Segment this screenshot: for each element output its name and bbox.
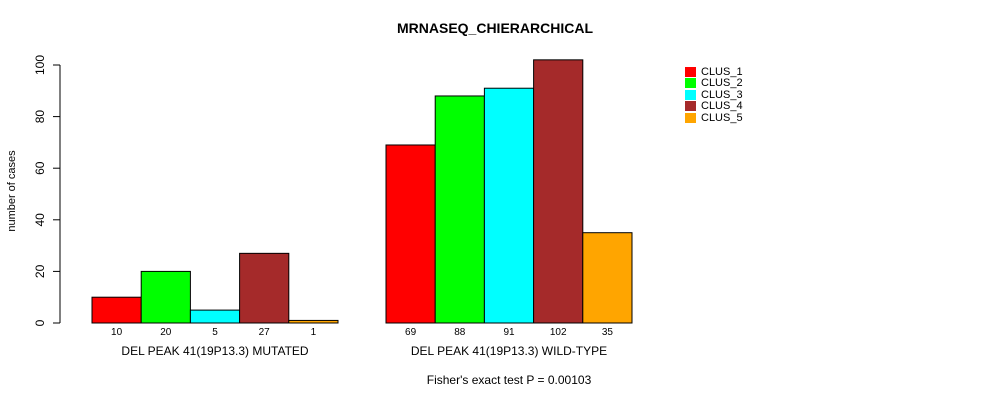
bar-clus-1-group-2 [385,144,436,324]
bar-count-label: 91 [503,327,515,338]
y-tick-label-20: 20 [33,264,47,278]
legend: CLUS_1 CLUS_2 CLUS_3 CLUS_4 CLUS_5 [685,66,743,124]
y-tick-label-80: 80 [33,110,47,124]
bar-clus-3-group-1 [189,309,241,324]
legend-label: CLUS_2 [701,77,743,89]
bar-count-label: 10 [111,327,123,338]
bar-clus-4-group-2 [533,59,584,324]
y-tick-label-40: 40 [33,213,47,227]
legend-swatch-clus-3 [685,89,696,100]
bar-count-label: 5 [212,327,218,338]
bar-clus-5-group-1 [288,319,339,324]
legend-label: CLUS_4 [701,100,743,112]
fisher-test-footnote: Fisher's exact test P = 0.00103 [426,373,592,387]
bar-count-label: 35 [602,327,614,338]
bar-clus-2-group-2 [434,95,485,324]
y-tick-label-60: 60 [33,161,47,175]
group-label-wild-type: DEL PEAK 41(19P13.3) WILD-TYPE [410,344,608,358]
legend-item: CLUS_3 [685,88,743,101]
bar-count-label: 20 [160,327,172,338]
bar-count-label: 102 [550,327,567,338]
bar-clus-4-group-1 [239,252,290,324]
legend-item: CLUS_1 [685,65,743,78]
legend-item: CLUS_4 [685,100,743,112]
group-label-mutated: DEL PEAK 41(19P13.3) MUTATED [121,344,309,358]
bar-count-label: 69 [405,327,417,338]
legend-label: CLUS_3 [701,88,743,101]
bar-count-label: 27 [259,327,271,338]
bar-count-label: 88 [454,327,466,338]
bar-clus-5-group-2 [582,232,633,324]
legend-swatch-clus-4 [685,101,696,111]
legend-swatch-clus-1 [685,66,696,77]
y-tick-label-100: 100 [33,55,47,75]
bar-count-label: 1 [311,327,317,338]
legend-item: CLUS_5 [685,111,743,124]
legend-swatch-clus-2 [685,78,696,88]
bar-clus-2-group-1 [140,270,191,324]
y-tick-label-0: 0 [33,319,47,326]
y-axis-label: number of cases [6,150,18,232]
legend-label: CLUS_1 [701,65,743,78]
legend-swatch-clus-5 [685,112,696,123]
bar-clus-3-group-2 [483,87,535,324]
chart-title: MRNASEQ_CHIERARCHICAL [396,20,593,36]
legend-label: CLUS_5 [701,111,743,124]
legend-item: CLUS_2 [685,77,743,89]
bar-clus-1-group-1 [91,296,142,324]
